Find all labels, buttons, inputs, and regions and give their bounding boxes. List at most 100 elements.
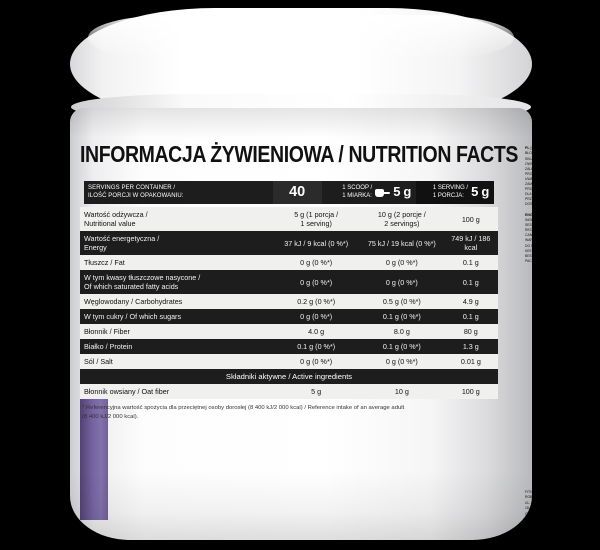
scoop-icon: [375, 188, 391, 198]
column-header-name-line2: Nutritional value: [84, 219, 136, 228]
nutrition-rows: Wartość energetyczna / Energy 37 kJ / 9 kc…: [80, 231, 498, 369]
column-header-serving2: 10 g (2 porcje / 2 servings): [360, 207, 444, 231]
side-panel-company-line: FITNESS TRADING: [525, 490, 532, 495]
reference-intake-footnote: * Referencyjna wartość spożycia dla prze…: [80, 404, 498, 421]
serving-size-cell: 1 SERVING / 1 PORCJA: 5 g: [416, 181, 494, 204]
nutrient-value-col2: 0.1 g (0 %*): [382, 312, 421, 321]
side-panel-pl-line: ZAMIENNIKA ZRÓŻNICOWANEJ: [525, 182, 532, 187]
supplement-tub: INFORMACJA ŻYWIENIOWA / NUTRITION FACTS …: [70, 8, 532, 540]
nutrient-name-line1: W tym cukry / Of which sugars: [84, 312, 182, 321]
nutrient-value-col1: 0 g (0 %*): [300, 312, 333, 321]
nutrient-value-col3: 0.1 g: [462, 258, 479, 267]
nutrient-value-col2: 10 g: [394, 387, 409, 397]
nutrient-value-col3: 4.9 g: [462, 297, 479, 306]
servings-header-bar: SERVINGS PER CONTAINER / ILOŚĆ PORCJI W …: [84, 181, 494, 204]
nutrient-name-line1: Sól / Salt: [84, 357, 113, 366]
side-panel-pl-line: OWSIANY. PRODUKT MOŻE: [525, 161, 532, 166]
side-panel-company-line: UL. STRAŻACKA 11: [525, 501, 532, 506]
footnote-line1: * Referencyjna wartość spożycia dla prze…: [82, 405, 405, 412]
nutrient-name-cell: Węglowodany / Carbohydrates: [80, 294, 272, 309]
side-panel-pl-line: DOSTĘPNYM PRZEZ DZIECI.: [525, 202, 532, 207]
side-panel-company-line: OFFICE@OSTROVIT.COM: [525, 512, 532, 517]
side-panel-company-line: 18-300 ZAMBRÓW, POLAND: [525, 506, 532, 511]
column-header-per100g: 100 g: [461, 214, 480, 224]
tub-bottom-shading: [70, 470, 532, 540]
nutrient-name-line1: Błonnik owsiany / Oat fiber: [84, 387, 170, 397]
nutrient-name-cell: Tłuszcz / Fat: [80, 255, 272, 270]
nutrient-value-col2: 8.0 g: [393, 327, 410, 336]
side-panel-pl-heading: PL | OAT FIBER: [525, 146, 532, 150]
lid-highlight: [88, 14, 514, 60]
nutrient-value-col1: 0 g (0 %*): [300, 357, 333, 366]
column-header-name-cell: Wartość odżywcza / Nutritional value: [80, 207, 272, 231]
nutrient-value-col1: 5 g: [311, 387, 322, 397]
nutrient-name-line1: Białko / Protein: [84, 342, 133, 351]
nutrient-name-cell: Wartość energetyczna / Energy: [80, 231, 272, 255]
column-header-name-line1: Wartość odżywcza /: [84, 210, 148, 219]
side-panel-eng-heading: ENG | OAT FIBER: [525, 212, 532, 217]
nutrient-value-col3: 749 kJ / 186 kcal: [451, 234, 491, 252]
side-panel-pl-line: DLA MAŁYCH DZIECI. NALEŻY: [525, 192, 532, 197]
nutrient-value-col1: 0.2 g (0 %*): [297, 297, 336, 306]
side-panel-eng-line: PACKAGING DATE / LOT NO.: [525, 258, 532, 263]
table-row: Białko / Protein 0.1 g (0 %*) 0.1 g (0 %*)…: [80, 339, 498, 354]
nutrient-value-col1: 0 g (0 %*): [300, 277, 333, 287]
side-panel-pl-line: PRZECHOWYWAĆ W SUCHYM: [525, 197, 532, 202]
side-panel-eng-line: WARNINGS: DO NOT EXCEED: [525, 238, 532, 243]
scoop-label-line1: 1 SCOOP /: [342, 184, 373, 191]
table-row: Błonnik / Fiber 4.0 g 8.0 g 80 g: [80, 324, 498, 339]
nutrient-name-line1: Tłuszcz / Fat: [84, 258, 125, 267]
nutrient-value-col2: 0 g (0 %*): [385, 258, 418, 267]
nutrient-name-line2: Energy: [84, 243, 107, 252]
side-panel-eng-line: CAN ALSO BE USED TO: [525, 233, 532, 238]
nutrient-value-col2: 0 g (0 %*): [385, 277, 418, 287]
nutrient-value-col2: 75 kJ / 19 kcal (0 %*): [367, 238, 436, 248]
active-ingredients-header-row: Składniki aktywne / Active ingredients: [80, 369, 498, 385]
side-panel-eng-block: ENG | OAT FIBER INGREDIENTS: OAT FIBER.S…: [525, 213, 532, 264]
side-panel-pl-line: PRODUKT NIE POWINIEN BYĆ: [525, 187, 532, 192]
nutrient-name-cell: Sól / Salt: [80, 354, 272, 369]
nutrient-value-col3: 0.1 g: [462, 277, 479, 287]
scoop-size-value: 5 g: [393, 184, 412, 200]
nutrient-name-line1: W tym kwasy tłuszczowe nasycone /: [84, 273, 201, 282]
servings-count-value: 40: [272, 181, 322, 204]
scoop-size-cell: 1 SCOOP / 1 MIARKA: 5 g: [322, 181, 416, 204]
nutrient-value-col3: 0.01 g: [460, 357, 481, 366]
tub-top-shading: [70, 108, 532, 138]
scoop-label-line2: 1 MIARKA:: [342, 192, 372, 199]
table-row: Błonnik owsiany / Oat fiber 5 g 10 g 100 g: [80, 384, 498, 400]
nutrient-value-col1: 4.0 g: [308, 327, 325, 336]
active-ingredients-header: Składniki aktywne / Active ingredients: [80, 369, 498, 385]
side-panel-eng-line: KEEP OUT OF THE REACH OF: [525, 248, 532, 253]
serving-size-value: 5 g: [471, 184, 489, 200]
column-header-serving1-line2: 1 serving): [300, 219, 332, 228]
table-row: Węglowodany / Carbohydrates 0.2 g (0 %*) 0…: [80, 294, 498, 309]
nutrient-value-col1: 37 kJ / 9 kcal (0 %*): [284, 238, 349, 248]
side-panel-eng-line: RECOMMENDED USE:: [525, 228, 532, 233]
nutrient-value-col3: 80 g: [463, 327, 478, 336]
nutrient-value-col1: 0 g (0 %*): [300, 258, 333, 267]
side-panel-ingredients: PL | OAT FIBER BŁONNIK OWSIANYSKŁADNIKI:…: [525, 146, 532, 466]
column-header-serving2-line2: 2 servings): [384, 219, 420, 228]
label-title: INFORMACJA ŻYWIENIOWA / NUTRITION FACTS: [80, 141, 518, 168]
nutrient-name-cell: Błonnik owsiany / Oat fiber: [80, 384, 272, 399]
column-header-serving2-line1: 10 g (2 porcje /: [377, 210, 426, 219]
nutrient-value-col2: 0.5 g (0 %*): [382, 297, 421, 306]
nutrient-value-col2: 0.1 g (0 %*): [382, 342, 421, 351]
active-ingredient-rows: Błonnik owsiany / Oat fiber 5 g 10 g 100 g: [80, 384, 498, 400]
side-panel-pl-line: BŁONNIK OWSIANY: [525, 151, 532, 156]
side-panel-company-line: ROBERT SZULDRZYŃSKI: [525, 495, 532, 500]
side-panel-pl-line: ZALECANE DZIENNE: [525, 166, 532, 171]
nutrient-value-col3: 0.1 g: [462, 312, 479, 321]
nutrient-value-col3: 100 g: [461, 387, 480, 397]
serving-label-line2: 1 PORCJA:: [432, 192, 464, 199]
side-panel-company-block: FITNESS TRADINGROBERT SZULDRZYŃSKIUL. ST…: [525, 490, 532, 540]
table-row: Sól / Salt 0 g (0 %*) 0 g (0 %*) 0.01 g: [80, 354, 498, 369]
serving-label-line1: 1 SERVING /: [432, 184, 469, 191]
nutrition-label: INFORMACJA ŻYWIENIOWA / NUTRITION FACTS …: [80, 142, 518, 422]
nutrient-name-line2: Of which saturated fatty acids: [84, 282, 179, 291]
servings-label-line2: ILOŚĆ PORCJI W OPAKOWANIU:: [88, 192, 184, 199]
servings-per-container-cell: SERVINGS PER CONTAINER / ILOŚĆ PORCJI W …: [84, 181, 273, 204]
side-panel-eng-line: DO NOT INGEST IF SEAL IS: [525, 243, 532, 248]
